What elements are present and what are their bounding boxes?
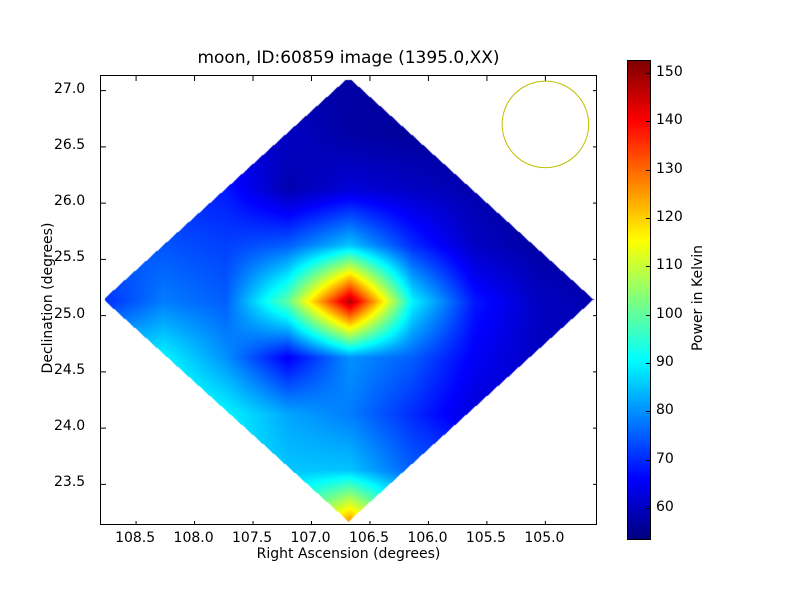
x-tick-label: 106.5 (348, 530, 390, 546)
x-tick-label: 105.5 (465, 530, 506, 546)
colorbar-tick-label: 70 (656, 450, 674, 467)
plot-overlay (101, 76, 596, 524)
x-tick-label: 107.5 (232, 530, 273, 546)
x-tick-label: 107.0 (290, 530, 331, 546)
colorbar-tick-mark (646, 314, 651, 316)
colorbar-tick-label: 80 (656, 402, 674, 419)
colorbar-tick-label: 120 (656, 209, 683, 226)
colorbar-tick-mark (646, 508, 651, 510)
y-tick-label: 24.5 (54, 361, 86, 378)
x-axis-label: Right Ascension (degrees) (256, 546, 441, 562)
y-tick-label: 24.0 (54, 418, 86, 435)
x-tick-label: 108.0 (173, 530, 214, 546)
chart-title: moon, ID:60859 image (1395.0,XX) (197, 48, 500, 68)
plot-area (100, 75, 597, 525)
colorbar-tick-label: 130 (656, 160, 683, 177)
colorbar-tick-mark (646, 459, 651, 461)
y-tick-label: 25.0 (54, 305, 86, 322)
colorbar-tick-label: 150 (656, 64, 683, 81)
colorbar (627, 60, 651, 540)
colorbar-tick-mark (646, 121, 651, 123)
y-tick-label: 26.0 (54, 193, 86, 210)
y-tick-label: 26.5 (54, 136, 86, 153)
colorbar-tick-label: 90 (656, 354, 674, 371)
colorbar-tick-label: 110 (656, 257, 683, 274)
heatmap-image (101, 76, 596, 524)
y-tick-label: 27.0 (54, 80, 86, 97)
x-tick-label: 106.0 (407, 530, 448, 546)
colorbar-tick-mark (646, 363, 651, 365)
colorbar-tick-label: 60 (656, 499, 674, 516)
colorbar-tick-mark (646, 73, 651, 75)
beam-circle (501, 80, 590, 169)
colorbar-tick-mark (646, 411, 651, 413)
y-tick-label: 23.5 (54, 474, 86, 491)
x-tick-label: 108.5 (115, 530, 156, 546)
colorbar-tick-mark (646, 169, 651, 171)
y-tick-label: 25.5 (54, 249, 86, 266)
colorbar-tick-label: 100 (656, 305, 683, 322)
colorbar-label: Power in Kelvin (690, 244, 706, 352)
y-axis-label: Declination (degrees) (40, 222, 56, 374)
colorbar-tick-mark (646, 266, 651, 268)
x-tick-label: 105.0 (524, 530, 565, 546)
colorbar-tick-mark (646, 218, 651, 220)
colorbar-tick-label: 140 (656, 112, 683, 129)
